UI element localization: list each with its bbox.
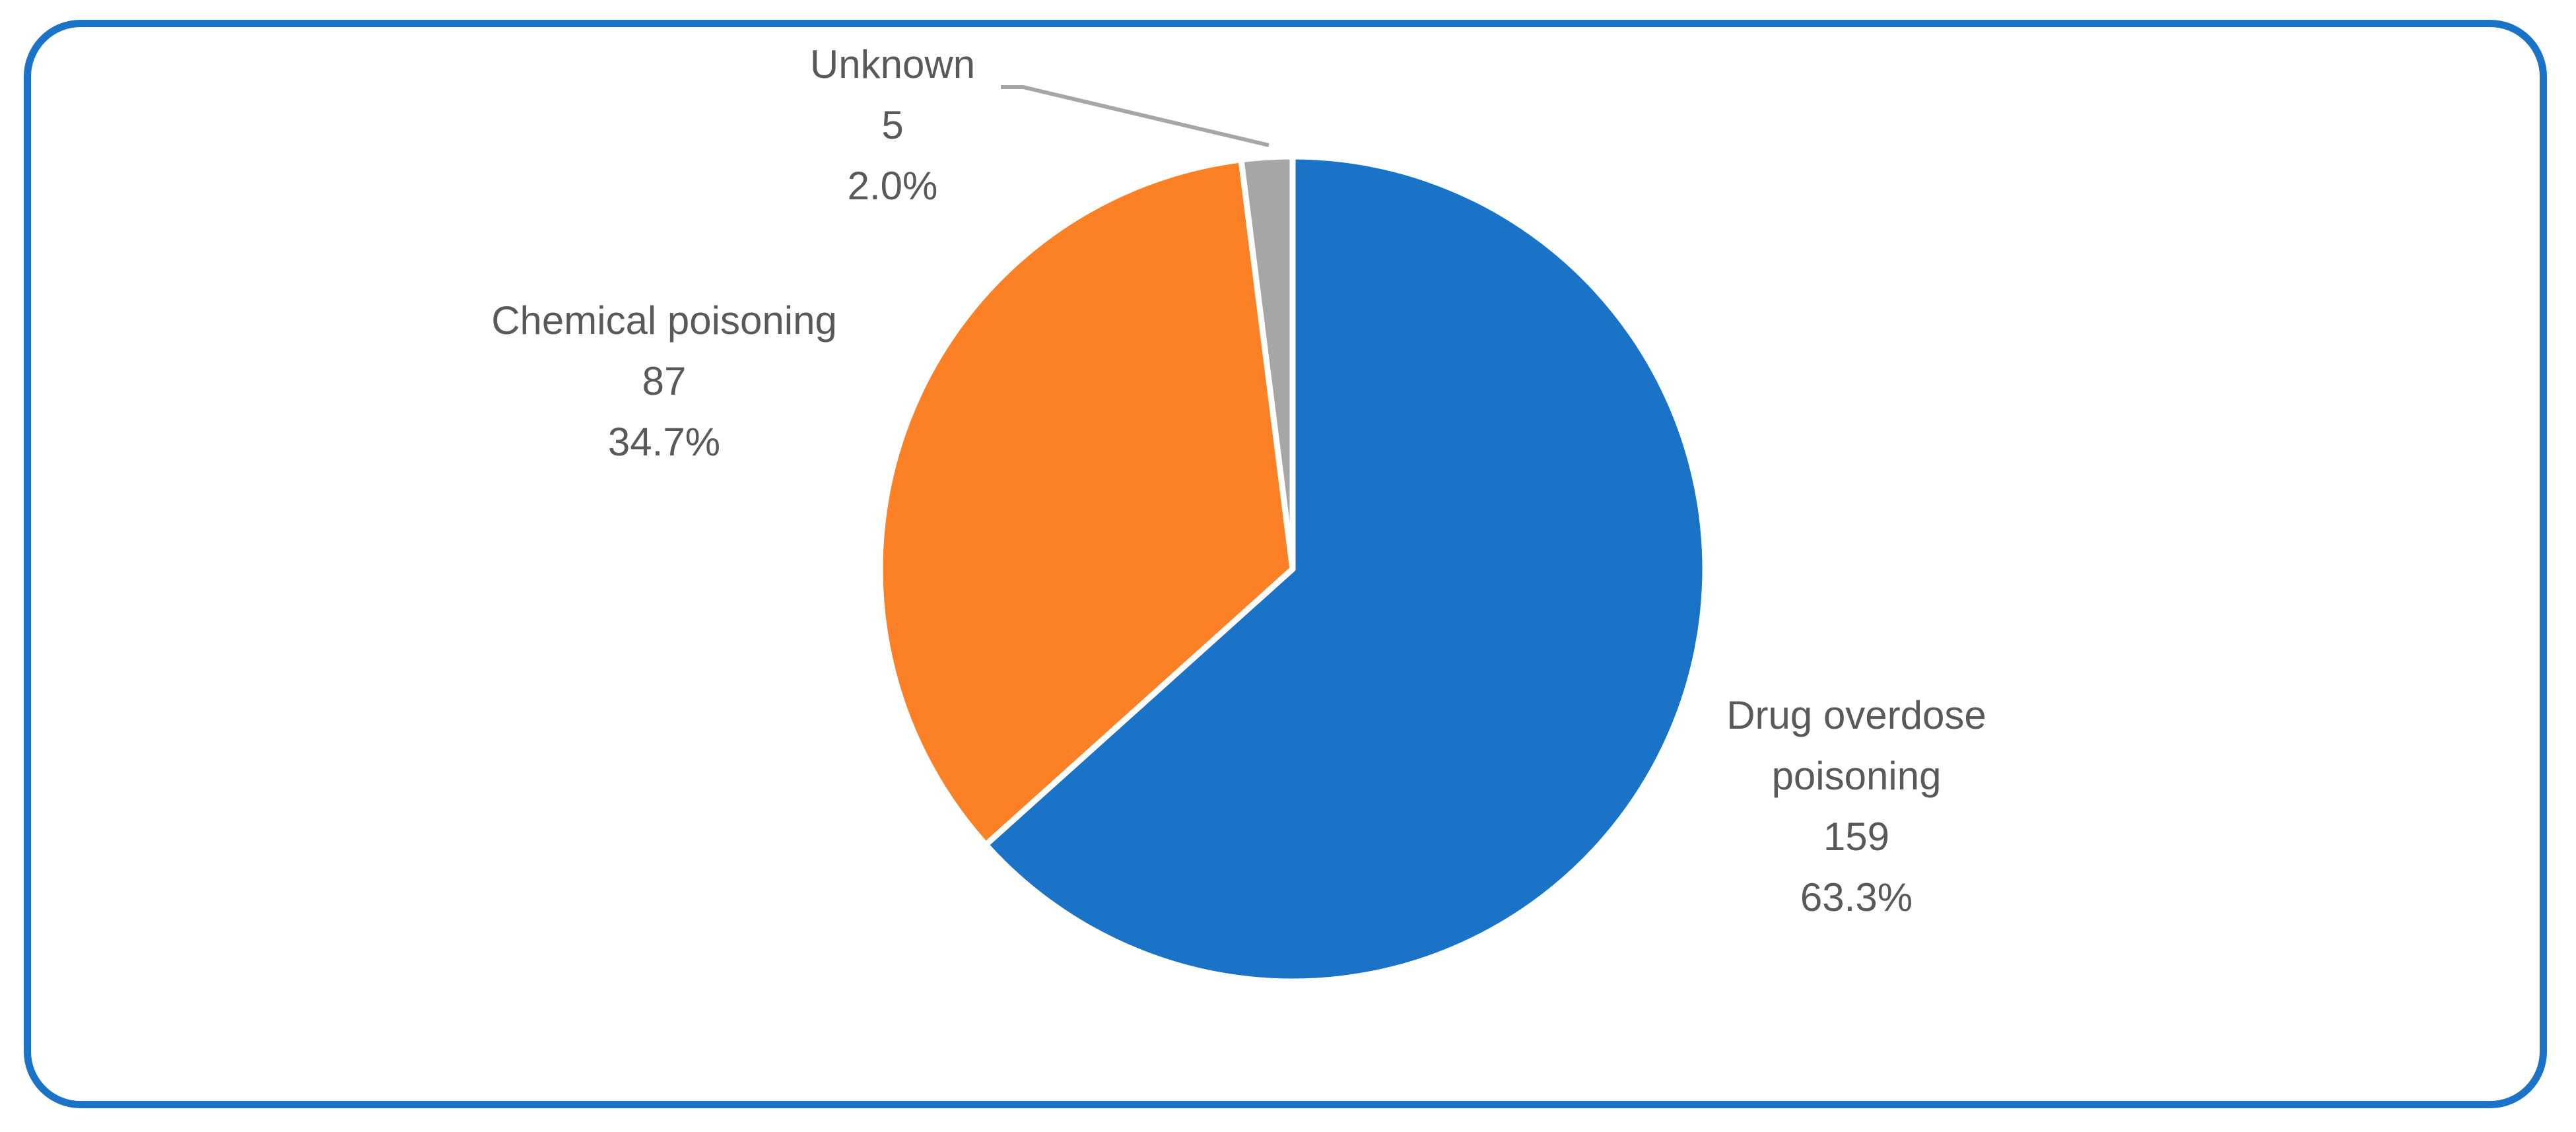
label-category: Chemical poisoning <box>491 298 837 343</box>
label-value: 5 <box>881 103 903 147</box>
data-label-drug-overdose: Drug overdose poisoning 159 63.3% <box>1726 693 1986 919</box>
pie-slice-chemical-poisoning <box>877 156 1296 848</box>
label-category-line-2: poisoning <box>1772 754 1942 798</box>
label-percent: 2.0% <box>848 164 938 208</box>
leader-lines <box>1001 85 1270 147</box>
label-value: 159 <box>1823 815 1889 859</box>
pie-slice-drug-overdose-poisoning <box>982 153 1709 985</box>
pie-slices <box>877 153 1709 985</box>
label-percent: 63.3% <box>1800 875 1913 919</box>
label-value: 87 <box>642 359 687 403</box>
label-category-line-1: Drug overdose <box>1726 693 1986 737</box>
data-label-chemical-poisoning: Chemical poisoning 87 34.7% <box>491 298 837 464</box>
pie-slice-unknown <box>1238 153 1296 572</box>
data-label-unknown: Unknown 5 2.0% <box>810 42 975 208</box>
label-category: Unknown <box>810 42 975 86</box>
leader-line-unknown <box>1001 85 1270 147</box>
label-percent: 34.7% <box>608 420 720 464</box>
